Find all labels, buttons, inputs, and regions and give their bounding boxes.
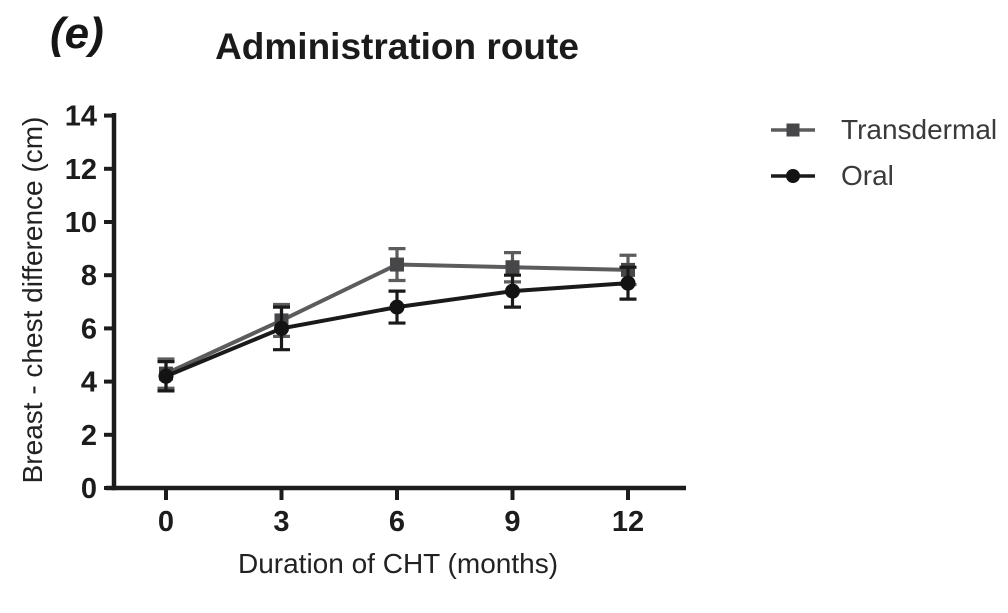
axes: 0 2 4 6 8 10 12 14 0 3 6 9 12 bbox=[65, 101, 686, 538]
y-axis-tick-label: 14 bbox=[65, 101, 97, 133]
y-axis-tick-label: 12 bbox=[65, 154, 97, 186]
y-axis-tick-label: 8 bbox=[81, 260, 97, 292]
legend-entry-oral: Oral bbox=[770, 160, 997, 191]
x-axis-tick-label: 9 bbox=[504, 506, 520, 538]
y-axis-label: Breast - chest difference (cm) bbox=[17, 116, 48, 484]
square-marker-icon bbox=[770, 120, 816, 140]
x-axis-tick-label: 0 bbox=[158, 506, 174, 538]
x-axis-tick-label: 12 bbox=[612, 506, 644, 538]
y-axis-tick-label: 0 bbox=[81, 473, 97, 505]
series-oral bbox=[157, 265, 637, 393]
legend-label-transdermal: Transdermal bbox=[841, 114, 998, 145]
y-axis-tick-label: 4 bbox=[81, 367, 97, 399]
y-axis-tick-label: 2 bbox=[81, 420, 97, 452]
x-axis-tick-label: 6 bbox=[389, 506, 405, 538]
x-axis-label: Duration of CHT (months) bbox=[237, 548, 559, 579]
legend-circle bbox=[786, 169, 800, 183]
legend-label-oral: Oral bbox=[841, 160, 894, 191]
circle-marker-icon bbox=[770, 166, 816, 186]
data-point-circle bbox=[620, 275, 636, 291]
data-point-circle bbox=[158, 368, 174, 384]
panel-label: (e) bbox=[50, 9, 104, 58]
data-point-circle bbox=[505, 283, 520, 299]
chart-title: Administration route bbox=[215, 26, 579, 67]
legend-square bbox=[786, 123, 800, 137]
data-point-square bbox=[390, 257, 404, 272]
x-axis-tick-label: 3 bbox=[273, 506, 289, 538]
data-point-circle bbox=[389, 299, 405, 315]
data-point-circle bbox=[274, 320, 289, 336]
y-axis-tick-label: 10 bbox=[65, 207, 97, 239]
legend-entry-transdermal: Transdermal bbox=[770, 114, 998, 145]
data-point-square bbox=[505, 260, 520, 275]
legend: Transdermal Oral bbox=[770, 114, 998, 191]
y-axis-tick-label: 6 bbox=[81, 313, 97, 345]
